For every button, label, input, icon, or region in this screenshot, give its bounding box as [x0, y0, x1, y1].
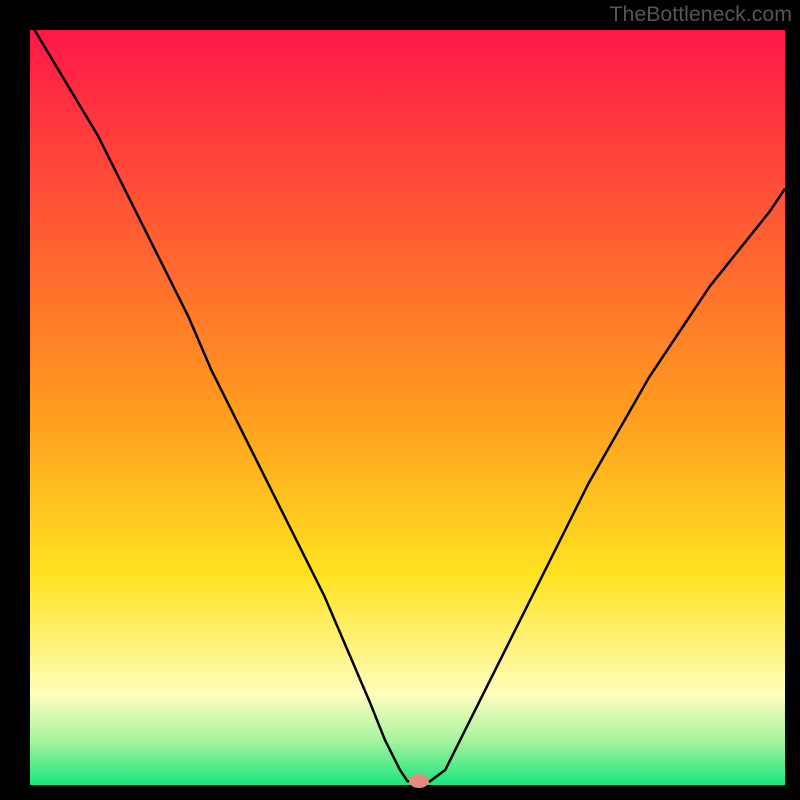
attribution-label: TheBottleneck.com	[609, 2, 792, 27]
chart-frame: TheBottleneck.com	[0, 0, 800, 800]
optimum-marker	[409, 774, 429, 788]
bottleneck-curve	[30, 30, 785, 785]
plot-gradient-background	[30, 30, 785, 785]
